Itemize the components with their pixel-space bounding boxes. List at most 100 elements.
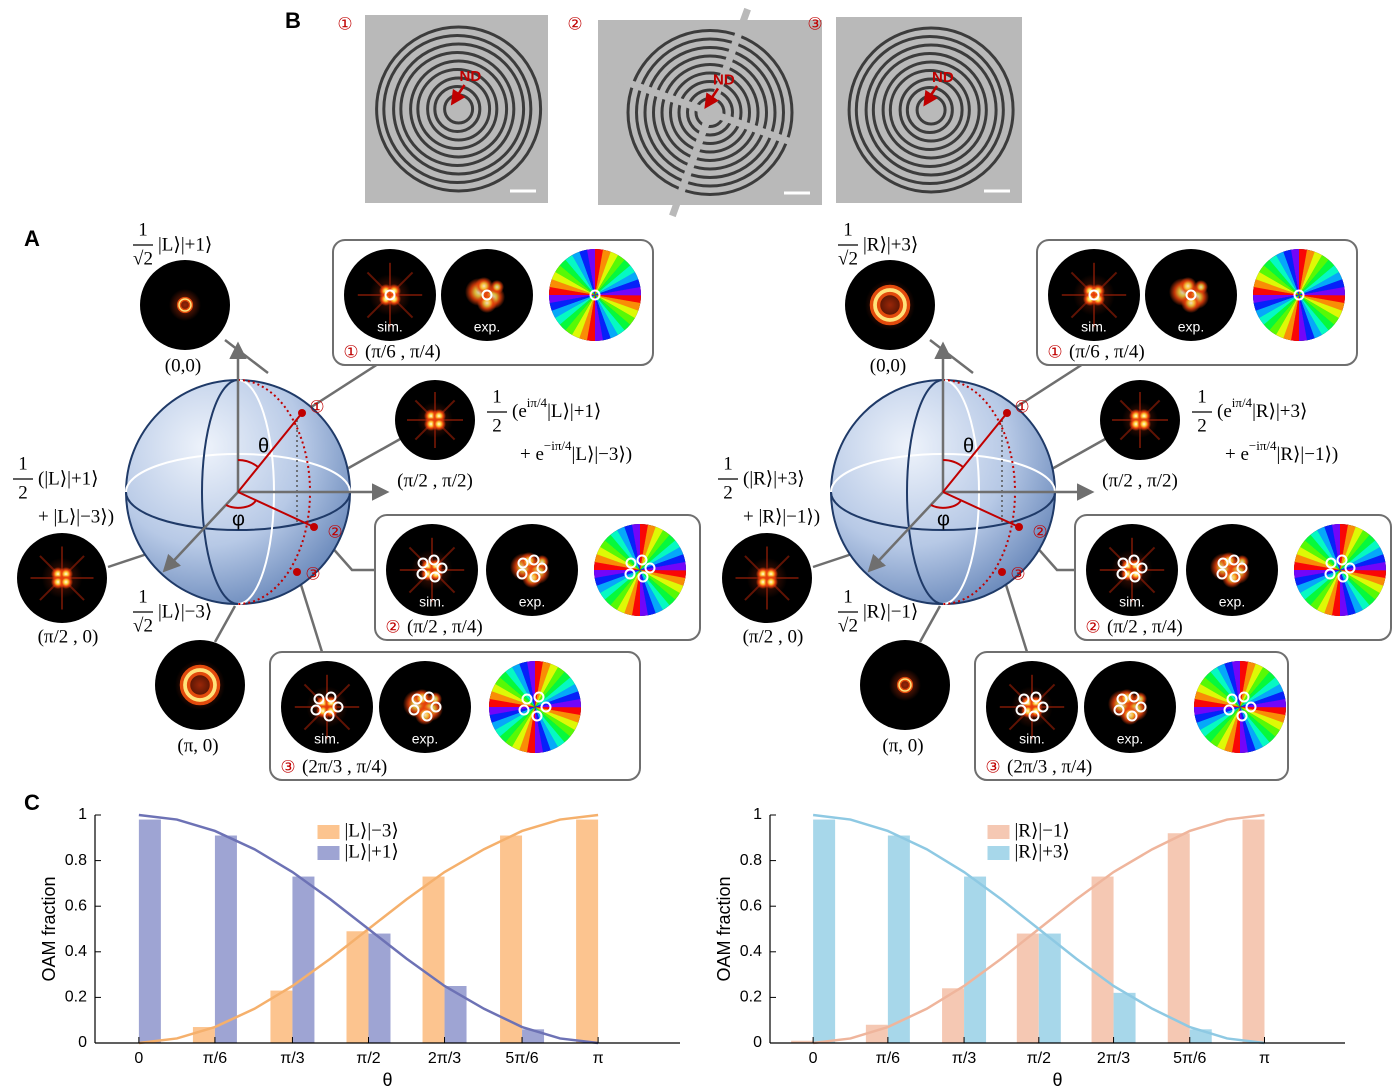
formula-part: + e bbox=[1225, 444, 1249, 465]
state-formula: + e−iπ/4|R⟩|−1⟩) bbox=[1225, 438, 1338, 465]
x-axis-label: θ bbox=[1052, 1070, 1062, 1090]
x-tick-label: π bbox=[593, 1050, 604, 1067]
sem-image: ND bbox=[365, 15, 548, 203]
beam-image bbox=[549, 249, 641, 341]
fraction-denominator: √2 bbox=[838, 615, 858, 636]
beam-image bbox=[395, 380, 475, 460]
formula-part: (e bbox=[1217, 401, 1232, 422]
beam-image bbox=[155, 640, 245, 730]
panel-label: C bbox=[24, 790, 40, 815]
y-tick-label: 0.8 bbox=[740, 852, 762, 869]
formula-part: |L⟩|−3⟩) bbox=[572, 444, 633, 465]
sem-number: ① bbox=[337, 14, 352, 33]
box-number: ③ bbox=[280, 757, 295, 776]
beam-image bbox=[17, 533, 107, 623]
coordinate: (π/2 , 0) bbox=[38, 626, 99, 647]
y-tick-label: 0.8 bbox=[65, 852, 87, 869]
pointer-line bbox=[108, 553, 150, 567]
image-label: sim. bbox=[1119, 594, 1145, 610]
coordinate: (π/2 , π/2) bbox=[397, 470, 473, 491]
figure: BACND①ND②ND③θφ①②③1√2|L⟩|+1⟩(0,0)1√2|L⟩|−… bbox=[0, 0, 1394, 1090]
x-tick-label: π/3 bbox=[280, 1050, 304, 1067]
box-number: ① bbox=[1047, 342, 1062, 361]
fraction-denominator: √2 bbox=[133, 615, 153, 636]
formula-exponent: iπ/4 bbox=[527, 395, 548, 410]
x-tick-label: π bbox=[1259, 1050, 1270, 1067]
bar bbox=[215, 836, 237, 1043]
x-tick-label: 0 bbox=[809, 1050, 818, 1067]
bar bbox=[964, 877, 986, 1043]
formula-exponent: −iπ/4 bbox=[544, 438, 572, 453]
beam-spot bbox=[59, 575, 73, 589]
beam-haze bbox=[169, 289, 201, 321]
bar bbox=[1039, 934, 1061, 1043]
image-label: sim. bbox=[1019, 731, 1045, 747]
nd-label: ND bbox=[932, 69, 954, 86]
beam-image bbox=[594, 524, 686, 616]
legend-label: |L⟩|+1⟩ bbox=[345, 841, 399, 862]
state-formula: (|L⟩|+1⟩ bbox=[38, 468, 99, 489]
y-tick-label: 0.6 bbox=[740, 897, 762, 914]
y-tick-label: 0.6 bbox=[65, 897, 87, 914]
state-number: ③ bbox=[1010, 564, 1025, 583]
sem-image: ND bbox=[598, 9, 822, 216]
state-point bbox=[293, 568, 301, 576]
box-number: ① bbox=[343, 342, 358, 361]
state-formula: (|R⟩|+3⟩ bbox=[743, 468, 805, 489]
legend-swatch bbox=[988, 846, 1010, 860]
fraction-denominator: √2 bbox=[133, 248, 153, 269]
fraction-numerator: 1 bbox=[138, 219, 148, 240]
y-axis-label: OAM fraction bbox=[714, 876, 734, 981]
bar bbox=[500, 836, 522, 1043]
state-formula: |L⟩|+1⟩ bbox=[158, 234, 212, 255]
pointer-line bbox=[1050, 438, 1107, 470]
pointer-line bbox=[215, 606, 235, 642]
fraction-denominator: √2 bbox=[838, 248, 858, 269]
state-number: ② bbox=[1032, 522, 1047, 541]
state-point bbox=[298, 409, 306, 417]
x-tick-label: 0 bbox=[134, 1050, 143, 1067]
bar bbox=[1168, 833, 1190, 1043]
image-label: sim. bbox=[314, 731, 340, 747]
beam-blob bbox=[490, 280, 504, 294]
bar bbox=[1017, 934, 1039, 1043]
state-formula: + e−iπ/4|L⟩|−3⟩) bbox=[520, 438, 632, 465]
beam-image bbox=[860, 640, 950, 730]
bar bbox=[576, 820, 598, 1043]
beam-image bbox=[845, 260, 935, 350]
image-label: sim. bbox=[377, 319, 403, 335]
fraction-numerator: 1 bbox=[843, 586, 853, 607]
bar bbox=[1243, 820, 1265, 1043]
y-tick-label: 1 bbox=[753, 806, 762, 823]
image-label: exp. bbox=[474, 319, 500, 335]
x-tick-label: π/6 bbox=[203, 1050, 227, 1067]
beam-haze bbox=[889, 669, 921, 701]
y-tick-label: 0.2 bbox=[740, 989, 762, 1006]
state-point bbox=[1003, 409, 1011, 417]
image-label: exp. bbox=[1178, 319, 1204, 335]
fraction-numerator: 1 bbox=[18, 453, 28, 474]
legend-label: |R⟩|−1⟩ bbox=[1015, 820, 1070, 841]
state-formula: + |L⟩|−3⟩) bbox=[38, 506, 114, 527]
x-tick-label: 2π/3 bbox=[1097, 1050, 1130, 1067]
y-axis-label: OAM fraction bbox=[39, 876, 59, 981]
coordinate: (π, 0) bbox=[882, 735, 923, 756]
bar bbox=[445, 986, 467, 1043]
beam-blob bbox=[1181, 293, 1201, 313]
box-coordinate: (π/2 , π/4) bbox=[1107, 616, 1183, 637]
image-label: exp. bbox=[519, 594, 545, 610]
state-point bbox=[1015, 523, 1023, 531]
box-number: ② bbox=[1085, 617, 1100, 636]
beam-blob bbox=[477, 293, 497, 313]
nd-label: ND bbox=[460, 68, 482, 85]
fraction-denominator: 2 bbox=[723, 482, 733, 503]
beam-blob bbox=[1194, 280, 1208, 294]
state-formula: (eiπ/4|R⟩|+3⟩ bbox=[1217, 395, 1307, 422]
bar bbox=[813, 820, 835, 1043]
state-number: ② bbox=[327, 522, 342, 541]
formula-part: |R⟩|−1⟩) bbox=[1277, 444, 1339, 465]
fraction-numerator: 1 bbox=[492, 386, 502, 407]
legend-label: |R⟩|+3⟩ bbox=[1015, 841, 1070, 862]
sem-number: ③ bbox=[807, 14, 822, 33]
image-label: sim. bbox=[1081, 319, 1107, 335]
